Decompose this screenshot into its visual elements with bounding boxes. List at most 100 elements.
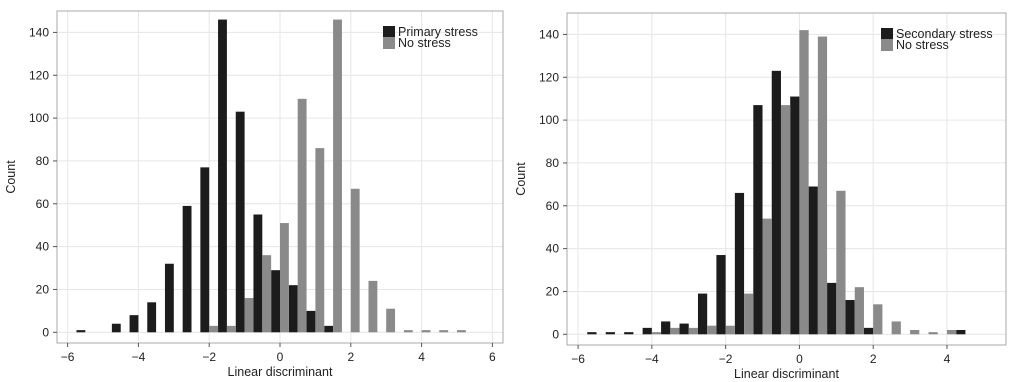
x-axis-label: Linear discriminant — [734, 367, 839, 381]
bar-no-stress — [928, 332, 938, 335]
bar-secondary-stress — [587, 332, 597, 335]
legend-swatch — [383, 37, 395, 49]
bar-no-stress — [891, 321, 901, 335]
y-tick-label: 100 — [29, 111, 49, 125]
bar-secondary-stress — [771, 70, 781, 335]
y-tick-label: 120 — [29, 68, 49, 82]
bar-primary-stress — [235, 111, 245, 333]
x-tick-label: 0 — [796, 352, 803, 366]
bar-no-stress — [226, 325, 236, 333]
bar-secondary-stress — [605, 332, 615, 335]
y-tick-label: 40 — [546, 242, 560, 256]
bar-no-stress — [262, 255, 272, 333]
legend-entry: Primary stress — [398, 25, 478, 39]
bar-no-stress — [280, 223, 289, 333]
bar-primary-stress — [129, 315, 139, 333]
legend-swatch — [383, 26, 395, 38]
bar-primary-stress — [253, 214, 263, 333]
y-tick-label: 60 — [36, 197, 50, 211]
legend-entry: No stress — [398, 36, 451, 50]
bar-no-stress — [403, 330, 413, 333]
bar-no-stress — [368, 280, 378, 333]
x-tick-label: −2 — [202, 350, 216, 364]
bar-secondary-stress — [642, 327, 652, 335]
y-tick-label: 80 — [36, 154, 50, 168]
legend-entry: No stress — [896, 38, 949, 52]
x-axis-label: Linear discriminant — [228, 365, 333, 379]
bar-secondary-stress — [661, 321, 671, 335]
bar-no-stress — [244, 298, 254, 333]
bar-primary-stress — [164, 263, 174, 333]
y-tick-label: 20 — [36, 282, 50, 296]
bar-primary-stress — [200, 167, 210, 333]
bar-no-stress — [707, 325, 717, 335]
bar-no-stress — [836, 190, 846, 335]
bar-no-stress — [762, 218, 772, 335]
bar-primary-stress — [288, 285, 298, 333]
bar-no-stress — [209, 325, 219, 333]
x-tick-label: 4 — [944, 352, 951, 366]
x-tick-label: −2 — [719, 352, 733, 366]
bar-primary-stress — [271, 270, 280, 333]
x-tick-label: −4 — [645, 352, 659, 366]
x-tick-label: 4 — [418, 350, 425, 364]
bar-no-stress — [297, 98, 307, 333]
y-tick-label: 0 — [42, 325, 49, 339]
bar-no-stress — [910, 330, 920, 335]
legend-entry: Secondary stress — [896, 27, 993, 41]
bar-no-stress — [873, 304, 883, 335]
bar-no-stress — [386, 308, 396, 333]
bar-secondary-stress — [697, 293, 708, 335]
bar-secondary-stress — [790, 96, 800, 335]
y-tick-label: 0 — [552, 327, 559, 341]
bar-secondary-stress — [753, 105, 763, 335]
legend-swatch — [881, 39, 893, 51]
bar-no-stress — [725, 325, 735, 335]
bar-no-stress — [350, 188, 360, 333]
x-tick-label: 2 — [347, 350, 354, 364]
bar-secondary-stress — [734, 192, 745, 335]
y-axis-label: Count — [4, 160, 18, 194]
bar-no-stress — [333, 19, 342, 333]
y-tick-label: 40 — [36, 240, 50, 254]
bar-secondary-stress — [808, 186, 818, 335]
x-tick-label: −4 — [132, 350, 146, 364]
bar-no-stress — [946, 330, 957, 335]
bar-secondary-stress — [624, 332, 634, 335]
y-tick-label: 100 — [539, 113, 559, 127]
y-tick-label: 20 — [546, 284, 560, 298]
bar-primary-stress — [324, 325, 334, 333]
bar-primary-stress — [182, 205, 192, 333]
bar-no-stress — [688, 327, 698, 335]
bar-secondary-stress — [863, 327, 874, 335]
bar-primary-stress — [76, 330, 86, 333]
bar-no-stress — [439, 330, 449, 333]
plot-frame — [566, 12, 1007, 346]
histogram-primary-stress: 0 20 40 60 80 100 120 140 −6 −4 −2 0 2 4 6 Linear discr… — [4, 10, 504, 379]
bar-no-stress — [744, 293, 754, 335]
bar-no-stress — [651, 332, 662, 335]
bar-secondary-stress — [679, 323, 689, 335]
bar-no-stress — [670, 327, 680, 335]
bar-no-stress — [799, 30, 809, 335]
y-tick-label: 140 — [29, 25, 49, 39]
x-tick-label: 0 — [277, 350, 284, 364]
y-tick-label: 120 — [539, 70, 559, 84]
bar-primary-stress — [306, 310, 316, 333]
bar-primary-stress — [218, 19, 227, 333]
bar-no-stress — [780, 105, 791, 335]
x-tick-label: −6 — [61, 350, 75, 364]
y-tick-label: 60 — [546, 199, 560, 213]
bar-secondary-stress — [845, 300, 855, 335]
bar-secondary-stress — [716, 255, 726, 335]
bar-primary-stress — [147, 302, 157, 333]
y-tick-label: 140 — [539, 27, 559, 41]
y-axis-label: Count — [514, 162, 528, 196]
x-tick-label: 6 — [489, 350, 496, 364]
bar-no-stress — [854, 287, 864, 335]
x-tick-label: 2 — [870, 352, 877, 366]
bar-no-stress — [817, 36, 828, 335]
